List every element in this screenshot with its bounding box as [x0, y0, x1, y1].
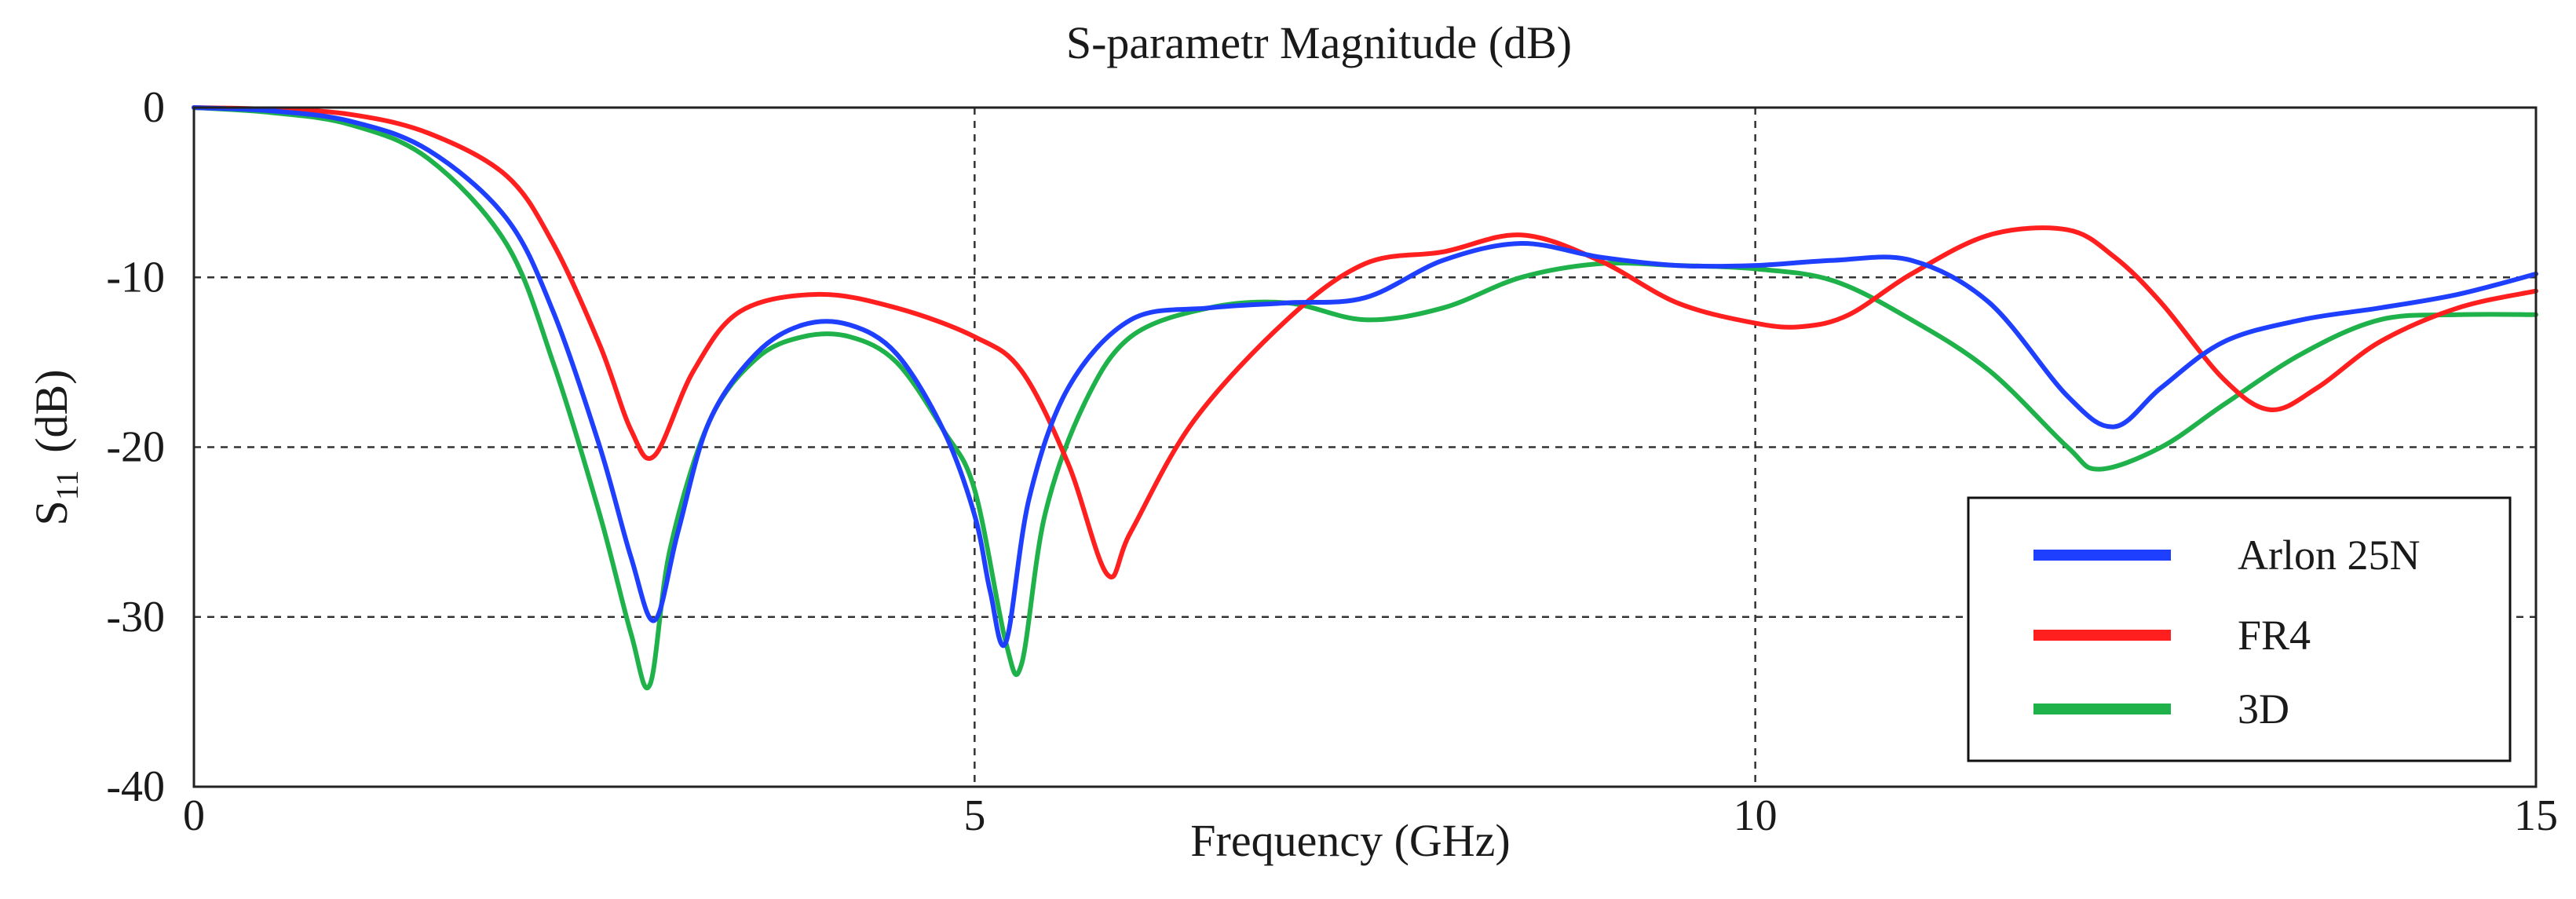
series-line-3d	[192, 105, 2538, 691]
y-tick-label-40: -40	[106, 762, 165, 811]
series-line-fr4	[192, 105, 2538, 579]
x-tick-label-10: 10	[1734, 791, 1778, 840]
y-axis-label-unit: (dB)	[26, 369, 77, 452]
y-axis-label-main: S	[26, 500, 77, 525]
x-tick-label-15: 15	[2514, 791, 2558, 840]
y-tick-label-20: -20	[106, 423, 165, 472]
legend: Arlon 25N FR4 3D	[1967, 496, 2512, 762]
legend-label-3d: 3D	[2238, 685, 2289, 733]
legend-box	[1967, 496, 2512, 762]
y-tick-label-10: -10	[106, 253, 165, 301]
legend-label-arlon-25n: Arlon 25N	[2238, 532, 2420, 579]
y-axis-label-sub: 11	[49, 470, 85, 501]
data-curves	[192, 105, 2538, 691]
x-tick-label-0: 0	[183, 791, 205, 840]
legend-label-fr4: FR4	[2238, 612, 2311, 659]
svg-text:S11(dB): S11 (dB)	[26, 369, 85, 525]
x-tick-labels: 0 5 10 15	[183, 791, 2558, 840]
y-tick-labels: 0 -10 -20 -30 -40	[106, 83, 165, 811]
y-axis-label: S11 (dB)	[26, 369, 85, 525]
plot-frame	[192, 106, 2538, 788]
y-tick-label-30: -30	[106, 593, 165, 641]
series-line-arlon-25n	[192, 105, 2538, 648]
x-tick-label-5: 5	[963, 791, 985, 840]
chart-title: S-parametr Magnitude (dB)	[1066, 17, 1572, 68]
y-tick-label-0: 0	[143, 83, 165, 132]
x-axis-label: Frequency (GHz)	[1190, 815, 1510, 866]
